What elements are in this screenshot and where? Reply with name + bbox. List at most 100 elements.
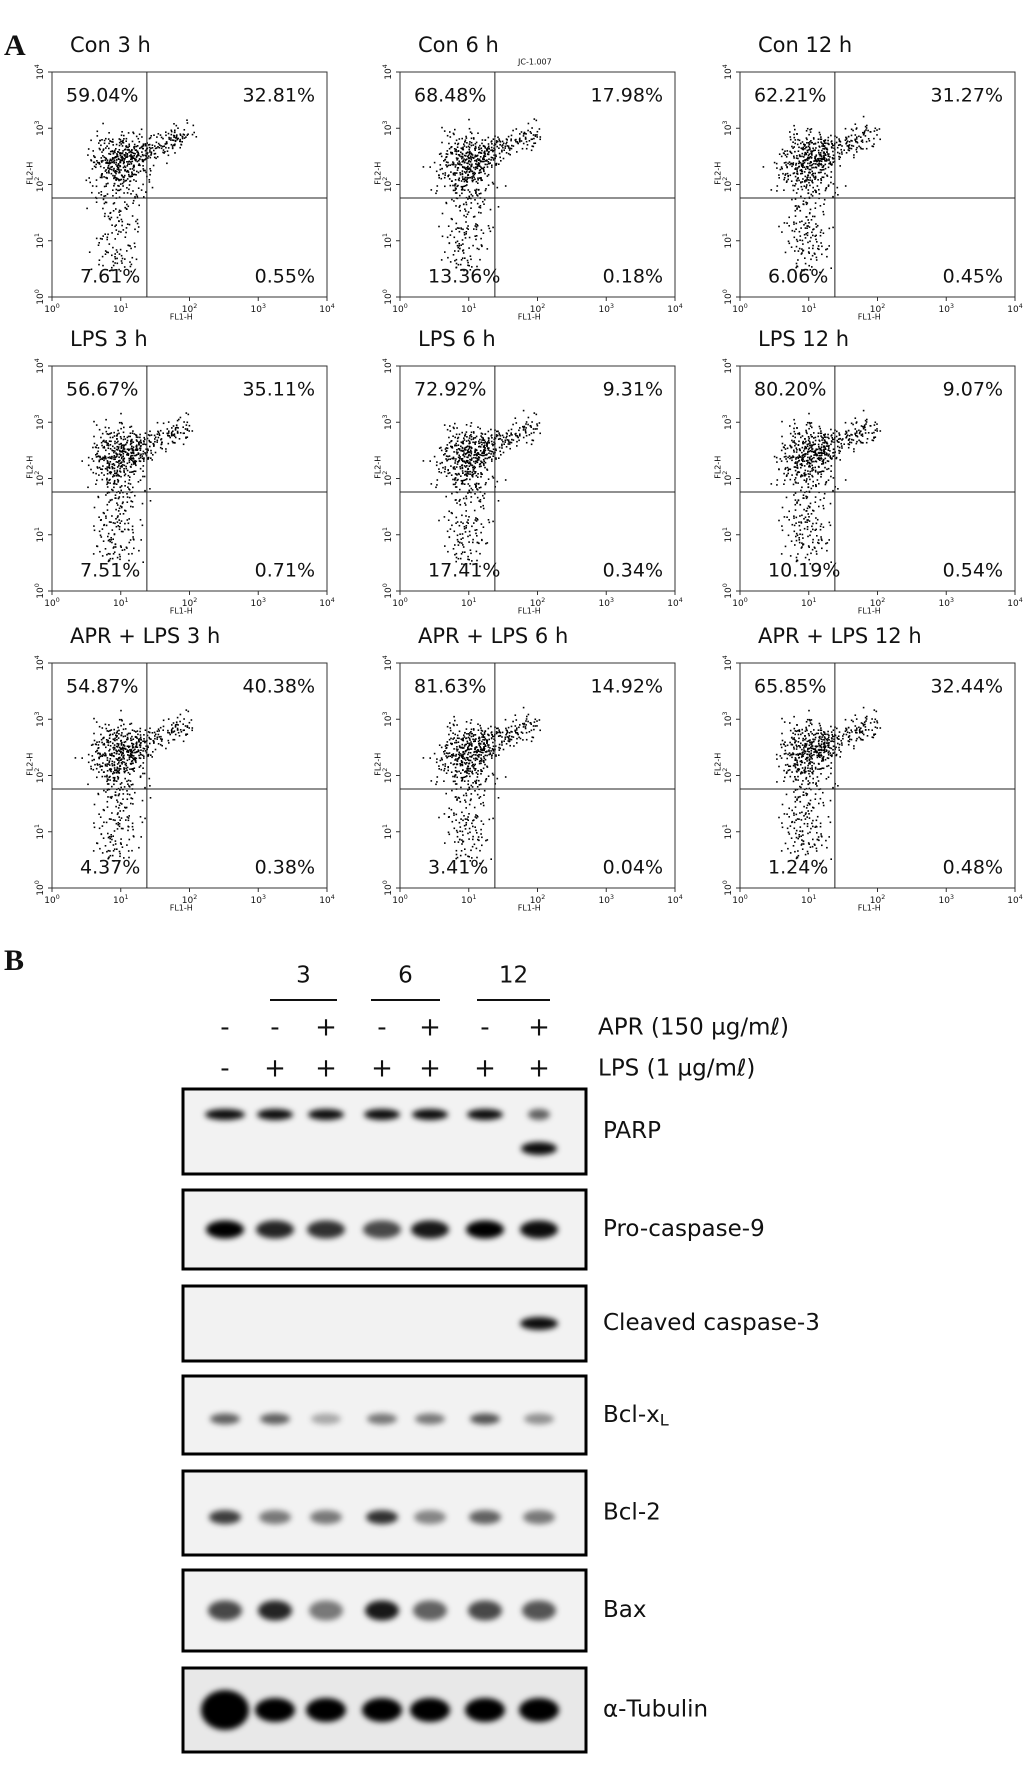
event-dot	[818, 455, 820, 457]
event-dot	[800, 437, 802, 439]
event-dot	[103, 822, 105, 824]
event-dot	[183, 432, 185, 434]
y-tick-label: 100	[382, 583, 393, 598]
event-dot	[174, 130, 176, 132]
event-dot	[174, 144, 176, 146]
event-dot	[479, 193, 481, 195]
event-dot	[503, 143, 505, 145]
x-tick-label-base: 10	[732, 305, 744, 315]
event-dot	[121, 759, 123, 761]
event-dot	[475, 146, 477, 148]
event-dot	[789, 243, 791, 245]
event-dot	[856, 128, 858, 130]
event-dot	[175, 141, 177, 143]
event-dot	[796, 133, 798, 135]
event-dot	[103, 540, 105, 542]
event-dot	[109, 553, 111, 555]
event-dot	[117, 233, 119, 235]
event-dot	[808, 546, 810, 548]
event-dot	[173, 136, 175, 138]
event-dot	[124, 510, 126, 512]
event-dot	[816, 551, 818, 553]
event-dot	[93, 436, 95, 438]
event-dot	[88, 148, 90, 150]
event-dot	[99, 140, 101, 142]
event-dot	[508, 441, 510, 443]
event-dot	[140, 455, 142, 457]
event-dot	[479, 446, 481, 448]
event-dot	[814, 216, 816, 218]
event-dot	[498, 138, 500, 140]
event-dot	[121, 260, 123, 262]
event-dot	[123, 513, 125, 515]
event-dot	[448, 437, 450, 439]
event-dot	[98, 244, 100, 246]
event-dot	[473, 431, 475, 433]
event-dot	[824, 199, 826, 201]
event-dot	[469, 128, 471, 130]
event-dot	[436, 465, 438, 467]
event-dot	[102, 433, 104, 435]
event-dot	[818, 444, 820, 446]
event-dot	[793, 134, 795, 136]
event-dot	[111, 539, 113, 541]
event-dot	[527, 130, 529, 132]
event-dot	[102, 208, 104, 210]
event-dot	[143, 170, 145, 172]
event-dot	[107, 481, 109, 483]
event-dot	[441, 168, 443, 170]
event-dot	[816, 455, 818, 457]
event-dot	[795, 198, 797, 200]
event-dot	[788, 217, 790, 219]
event-dot	[441, 472, 443, 474]
event-dot	[455, 482, 457, 484]
event-dot	[502, 147, 504, 149]
event-dot	[121, 156, 123, 158]
event-dot	[850, 434, 852, 436]
event-dot	[438, 175, 440, 177]
event-dot	[441, 259, 443, 261]
event-dot	[117, 263, 119, 265]
event-dot	[487, 154, 489, 156]
event-dot	[105, 791, 107, 793]
event-dot	[467, 556, 469, 558]
x-tick-label: 100	[44, 303, 59, 314]
event-dot	[799, 155, 801, 157]
event-dot	[799, 248, 801, 250]
event-dot	[813, 437, 815, 439]
event-dot	[496, 164, 498, 166]
event-dot	[810, 150, 812, 152]
event-dot	[119, 851, 121, 853]
event-dot	[480, 461, 482, 463]
event-dot	[134, 460, 136, 462]
event-dot	[444, 468, 446, 470]
event-dot	[181, 731, 183, 733]
event-dot	[481, 444, 483, 446]
event-dot	[172, 139, 174, 141]
event-dot	[806, 204, 808, 206]
event-dot	[491, 460, 493, 462]
event-dot	[836, 431, 838, 433]
event-dot	[797, 553, 799, 555]
event-dot	[464, 257, 466, 259]
event-dot	[444, 174, 446, 176]
event-dot	[145, 191, 147, 193]
event-dot	[846, 142, 848, 144]
event-dot	[133, 548, 135, 550]
event-dot	[127, 440, 129, 442]
event-dot	[476, 224, 478, 226]
x-tick-label-base: 10	[251, 305, 263, 315]
event-dot	[480, 472, 482, 474]
event-dot	[476, 518, 478, 520]
event-dot	[475, 169, 477, 171]
event-dot	[809, 457, 811, 459]
event-dot	[132, 487, 134, 489]
event-dot	[807, 422, 809, 424]
event-dot	[819, 172, 821, 174]
event-dot	[448, 143, 450, 145]
event-dot	[150, 500, 152, 502]
event-dot	[125, 438, 127, 440]
event-dot	[482, 505, 484, 507]
event-dot	[116, 229, 118, 231]
event-dot	[515, 417, 517, 419]
